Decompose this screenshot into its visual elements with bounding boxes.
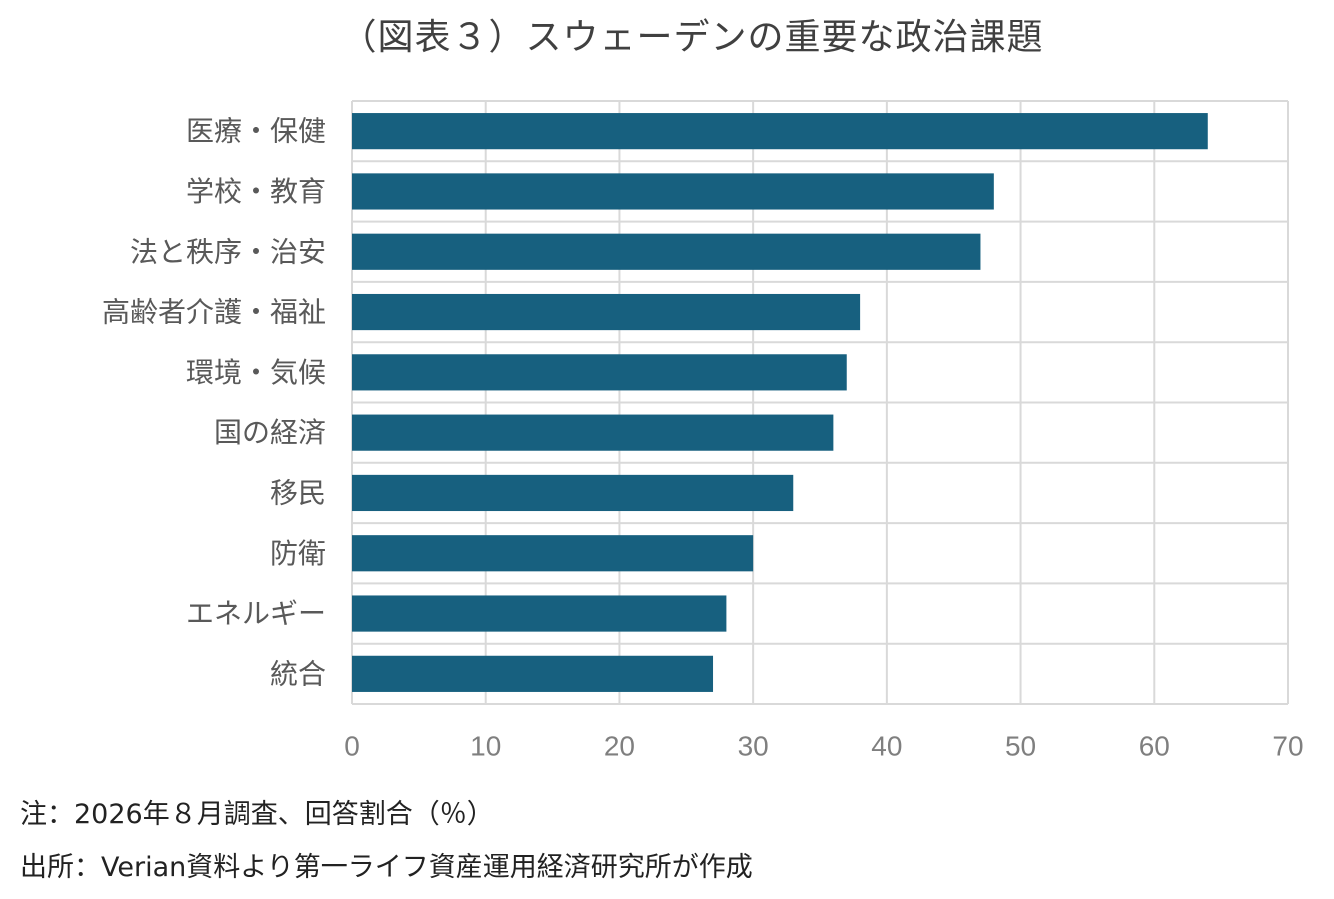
bar-6 — [352, 474, 794, 512]
bar-chart: 医療・保健学校・教育法と秩序・治安高齢者介護・福祉環境・気候国の経済移民防衛エネ… — [102, 100, 1304, 762]
category-label-4: 環境・気候 — [186, 356, 326, 389]
bar-7 — [352, 535, 754, 572]
x-tick-label-7: 70 — [1272, 731, 1303, 762]
category-label-3: 高齢者介護・福祉 — [102, 296, 326, 329]
chart-note: 注：2026年８月調査、回答割合（％） — [20, 799, 494, 830]
bar-5 — [352, 414, 834, 451]
x-tick-label-1: 10 — [470, 731, 501, 762]
category-label-0: 医療・保健 — [186, 115, 326, 148]
x-tick-label-5: 50 — [1005, 731, 1036, 762]
chart-source: 出所：Verian資料より第一ライフ資産運用経済研究所が作成 — [20, 852, 753, 883]
bar-2 — [352, 233, 981, 270]
x-tick-label-2: 20 — [604, 731, 635, 762]
x-tick-label-4: 40 — [871, 731, 902, 762]
category-label-2: 法と秩序・治安 — [130, 235, 326, 268]
bars — [352, 113, 1208, 692]
x-axis-ticks: 0 10 20 30 40 50 60 70 — [344, 731, 1303, 762]
category-label-5: 国の経済 — [214, 416, 326, 449]
bar-3 — [352, 293, 861, 331]
category-label-1: 学校・教育 — [186, 175, 326, 208]
category-label-7: 防衛 — [270, 537, 326, 570]
category-labels: 医療・保健学校・教育法と秩序・治安高齢者介護・福祉環境・気候国の経済移民防衛エネ… — [102, 115, 326, 691]
category-label-8: エネルギー — [186, 597, 326, 630]
bar-1 — [352, 173, 994, 210]
category-label-6: 移民 — [270, 476, 326, 509]
x-tick-label-0: 0 — [344, 731, 360, 762]
x-tick-label-6: 60 — [1139, 731, 1170, 762]
bar-8 — [352, 595, 727, 632]
bar-0 — [352, 113, 1208, 150]
x-tick-label-3: 30 — [738, 731, 769, 762]
chart-title: （図表３）スウェーデンの重要な政治課題 — [340, 17, 1044, 58]
bar-9 — [352, 655, 714, 692]
category-label-9: 統合 — [270, 657, 326, 690]
bar-4 — [352, 354, 847, 391]
